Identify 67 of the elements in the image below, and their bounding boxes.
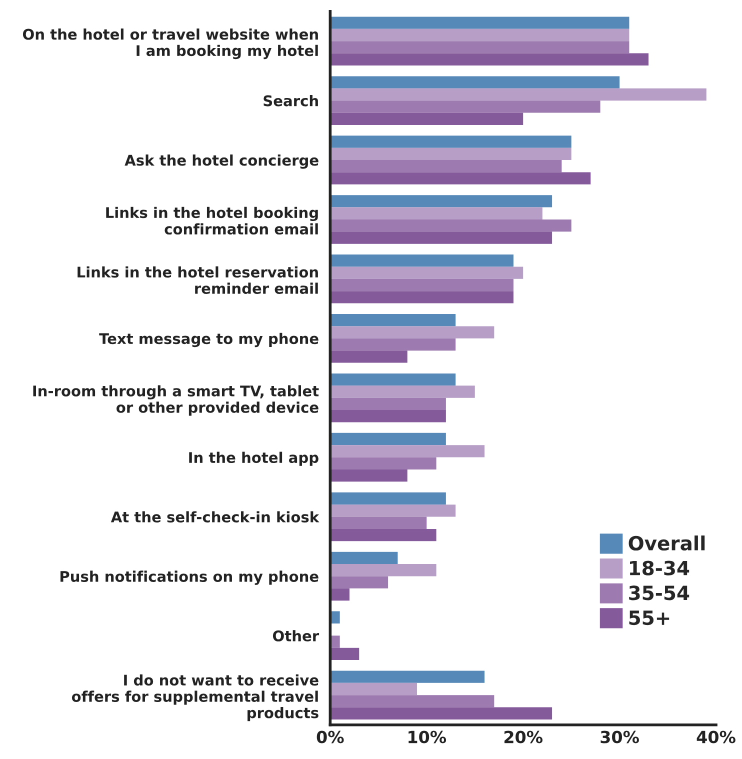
bar [330,112,524,125]
bar [330,398,446,410]
bar [330,432,446,446]
bar [330,326,494,338]
x-tick-label: 40% [696,730,736,744]
bar [330,232,552,244]
bar [330,76,620,88]
bar [330,576,388,588]
bar [330,682,418,696]
legend-label: 35-54 [629,586,690,600]
legend-label: Overall [628,536,705,551]
legend-label: 55+ [629,610,670,626]
bar [330,41,630,54]
y-tick-label: Links in the hotel reservation reminder email [78,266,318,294]
bar [330,707,552,720]
bar [330,266,524,279]
y-tick-label: Push notifications on my phone [60,570,318,585]
bar [330,552,398,564]
bar [330,350,408,363]
bar [330,695,494,708]
bar [330,338,456,351]
bar [330,588,350,601]
bar [330,195,552,208]
bar [330,469,408,482]
bar [330,160,562,172]
bar [330,148,572,160]
bar [330,670,485,683]
bar [330,100,600,113]
y-tick-label: Search [264,95,318,106]
bar [330,207,542,220]
bar [330,410,446,422]
bar [330,492,446,505]
y-tick-label: In-room through a smart TV, tablet or other provided device [33,385,319,416]
bar [330,516,427,529]
bar [330,254,514,267]
bar [330,16,630,29]
x-tick-label: 10% [408,730,446,744]
bar [330,528,436,542]
bar [330,278,514,292]
bar [330,445,485,458]
bar [330,386,475,398]
y-tick-label: Ask the hotel concierge [124,154,318,169]
y-tick-label: Text message to my phone [99,332,318,348]
bar [330,457,436,470]
bar [330,291,514,304]
bar [330,88,706,101]
y-tick-label: In the hotel app [189,452,318,466]
x-tick-label: 30% [600,730,639,744]
bar [330,53,649,66]
y-tick-label: Links in the hotel booking confirmation email [106,206,318,235]
y-tick-label: I do not want to receive offers for supplemental travel products [72,674,318,722]
bar [330,314,456,326]
bar [330,219,572,232]
x-tick-label: 20% [504,730,543,744]
bar [330,172,591,184]
bar [330,504,456,517]
y-tick-label: Other [272,630,320,642]
bar [330,373,456,386]
y-tick-label: On the hotel or travel website when I am booking my hotel [22,28,318,60]
legend-label: 18-34 [630,560,690,576]
bar [330,636,340,648]
bar [330,648,360,660]
bar [330,28,630,42]
bar [330,136,572,148]
bar [330,564,436,576]
x-tick-label: 0% [316,730,344,744]
y-tick-label: At the self-check-in kiosk [110,511,320,522]
